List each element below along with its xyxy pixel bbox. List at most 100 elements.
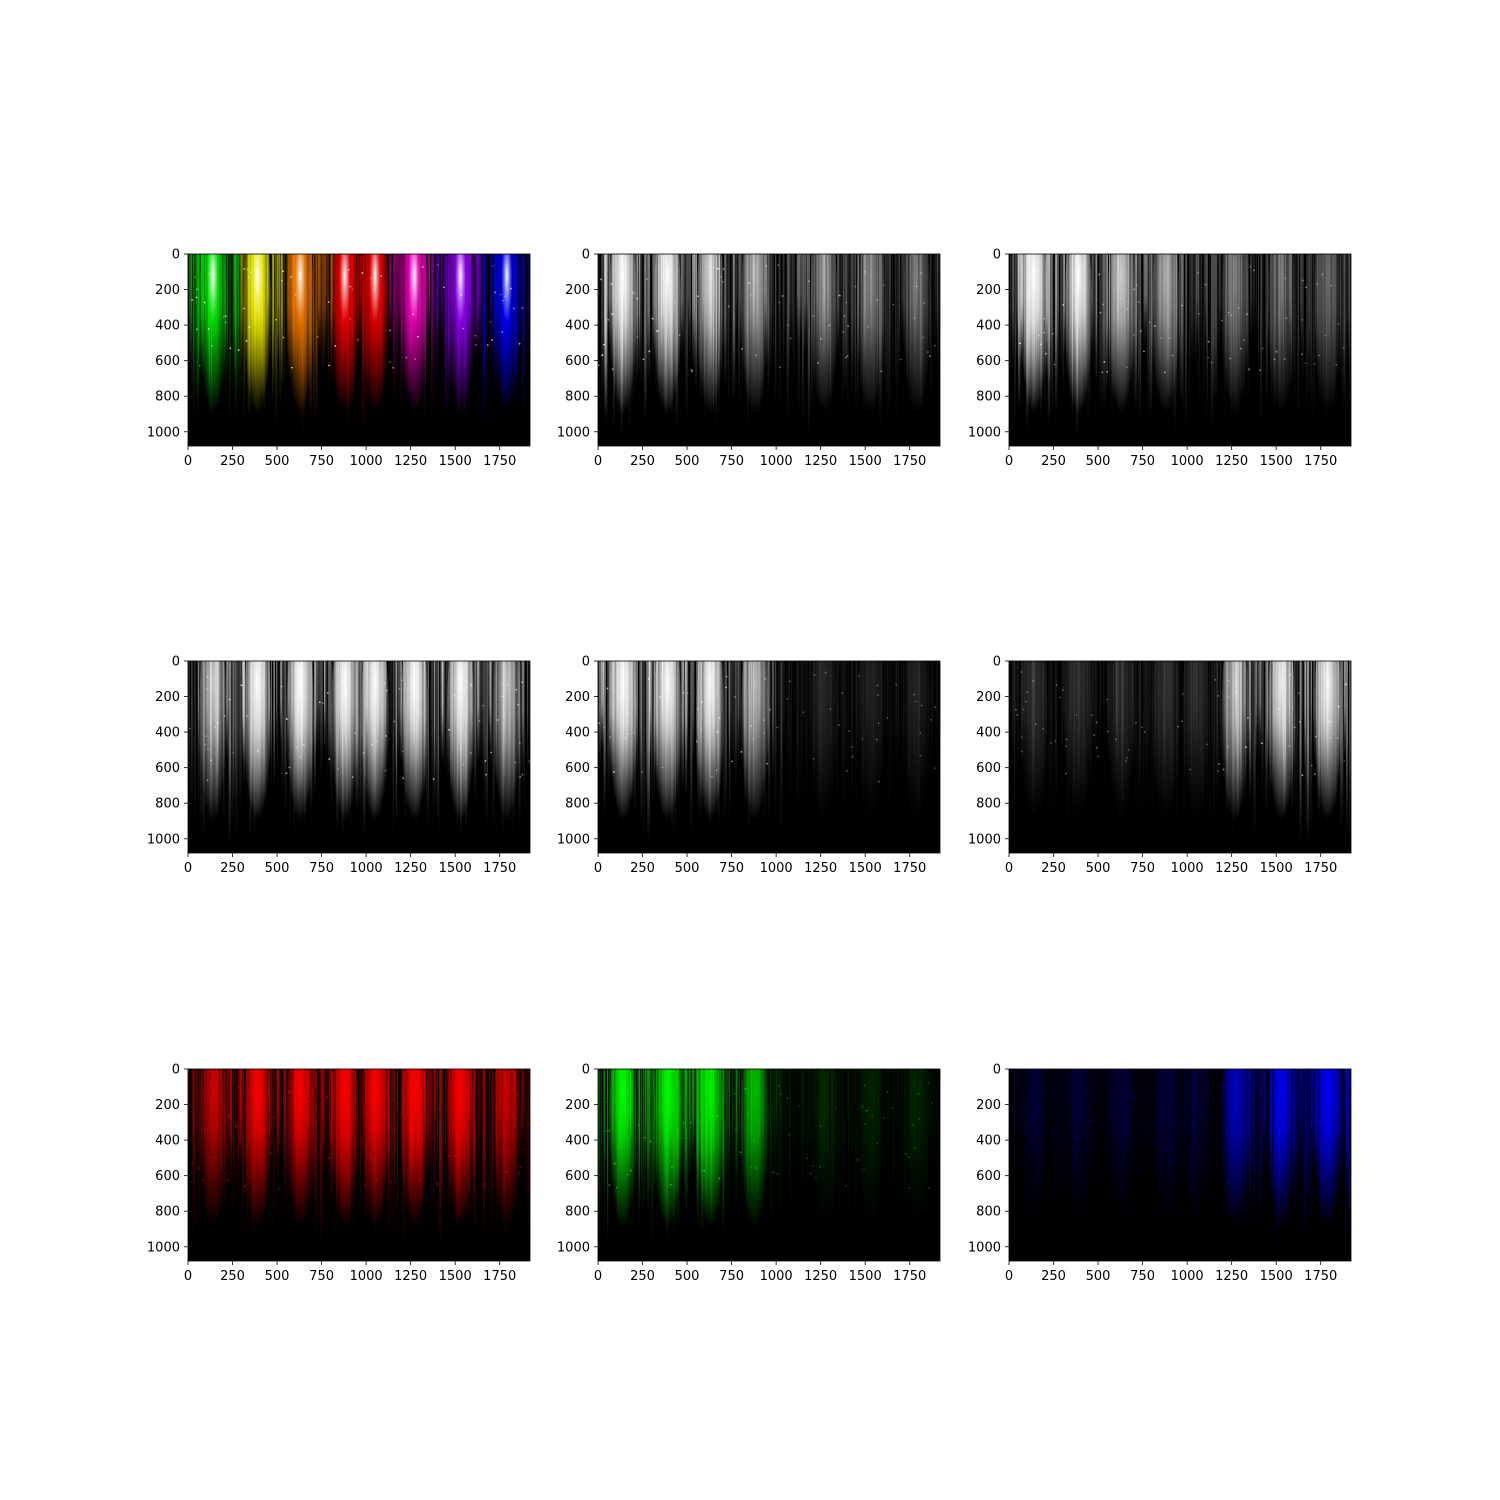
streak	[1047, 254, 1051, 425]
streak	[236, 254, 240, 396]
streak	[1018, 254, 1021, 410]
x-tick-label: 750	[309, 454, 334, 469]
sparkle	[256, 1106, 259, 1109]
streak	[681, 661, 685, 790]
streak	[281, 254, 283, 391]
streak	[774, 661, 777, 823]
x-tick-label: 250	[630, 861, 655, 876]
sparkle	[875, 738, 878, 741]
sparkle	[491, 265, 494, 267]
streak	[525, 1069, 529, 1246]
streak	[1102, 254, 1105, 409]
streak	[280, 1069, 283, 1179]
sparkle	[290, 366, 293, 369]
sparkle	[1132, 334, 1135, 336]
streak	[1049, 661, 1053, 823]
sparkle	[838, 724, 840, 726]
bright-band	[1221, 1069, 1250, 1252]
bright-band	[1019, 254, 1048, 437]
x-tick-label: 1500	[439, 1269, 472, 1284]
sparkle	[626, 720, 629, 723]
sparkle	[447, 1154, 450, 1157]
sparkle	[307, 1119, 310, 1122]
sparkle	[624, 737, 626, 740]
streak	[521, 254, 524, 412]
streak	[691, 1069, 695, 1163]
streak	[230, 1069, 232, 1200]
sparkle	[819, 1166, 822, 1169]
sparkle	[349, 318, 352, 320]
sparkle	[285, 772, 288, 775]
sparkle	[1075, 714, 1078, 717]
sparkle	[817, 362, 819, 365]
streak	[1150, 1069, 1152, 1201]
bright-band	[856, 254, 885, 437]
sparkle	[1065, 745, 1067, 748]
streak	[235, 1069, 237, 1204]
x-tick-label: 1500	[439, 861, 472, 876]
axes-frame	[597, 660, 941, 854]
sparkle	[1206, 743, 1208, 746]
x-tick-label: 500	[1086, 454, 1111, 469]
bright-band	[243, 661, 272, 844]
sparkle	[1217, 770, 1220, 772]
sparkle	[740, 751, 743, 753]
sparkle	[325, 1096, 328, 1098]
y-tick-label: 200	[565, 690, 590, 705]
streak	[524, 661, 526, 817]
streak	[522, 254, 525, 434]
streak	[490, 661, 492, 770]
streak	[521, 661, 525, 777]
streak	[1295, 254, 1297, 372]
sparkle	[789, 337, 792, 340]
sparkle	[519, 1166, 522, 1169]
streak	[529, 661, 530, 776]
streak	[1147, 1069, 1150, 1175]
sparkle	[327, 301, 330, 304]
sparkle	[777, 264, 780, 267]
sparkle	[1211, 1098, 1214, 1101]
sparkle	[919, 754, 922, 757]
streak	[1142, 1069, 1145, 1217]
sparkle	[247, 1181, 250, 1184]
streak	[892, 1069, 895, 1235]
sparkle	[1126, 308, 1129, 310]
streak	[276, 1069, 280, 1185]
sparkle	[682, 1121, 685, 1124]
sparkle	[198, 364, 201, 367]
streak	[321, 254, 324, 374]
x-tick-label: 1500	[1260, 454, 1293, 469]
sparkle	[877, 722, 880, 725]
streak	[239, 254, 243, 407]
panel-4: 0 250 500 750 1000 1250 1500 1750 0 200 400 600 800 1…	[147, 655, 531, 876]
streak	[1017, 1069, 1020, 1177]
sparkle	[1302, 279, 1304, 282]
sparkle	[373, 283, 376, 285]
streak	[1196, 254, 1200, 347]
streak	[1146, 661, 1149, 818]
sparkle	[1171, 354, 1174, 357]
streak	[1100, 661, 1102, 755]
sparkle	[1076, 1153, 1079, 1156]
streak	[321, 661, 323, 753]
sparkle	[380, 275, 383, 277]
streak	[527, 254, 529, 369]
streak	[1144, 661, 1147, 784]
sparkle	[351, 288, 354, 291]
sparkle	[195, 288, 198, 291]
sparkle	[882, 284, 885, 287]
streak	[1346, 1069, 1347, 1247]
bright-band	[1107, 1069, 1136, 1252]
streak	[1211, 1069, 1214, 1178]
sparkle	[702, 1110, 704, 1113]
sparkle	[886, 717, 889, 719]
streak	[1299, 254, 1303, 356]
sparkle	[1226, 1181, 1229, 1184]
sparkle	[716, 730, 718, 733]
y-tick-label: 0	[582, 248, 590, 263]
streak	[1203, 254, 1205, 428]
sparkle	[1151, 1122, 1153, 1125]
sparkle	[1313, 362, 1316, 365]
streak	[900, 1069, 902, 1196]
streak	[800, 1069, 803, 1216]
